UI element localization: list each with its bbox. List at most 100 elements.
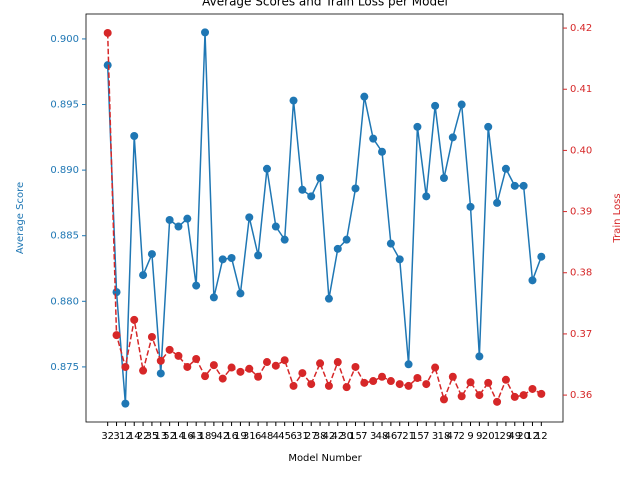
data-point bbox=[475, 391, 484, 400]
data-point bbox=[183, 214, 192, 223]
data-point bbox=[413, 373, 422, 382]
data-point bbox=[342, 235, 351, 244]
y-tick-label: 0.900 bbox=[50, 34, 79, 45]
x-tick-label: 43 bbox=[190, 431, 203, 442]
x-tick-label: 18 bbox=[199, 431, 212, 442]
x-tick-label: 14 bbox=[128, 431, 141, 442]
data-point bbox=[386, 377, 395, 386]
data-point bbox=[413, 122, 422, 131]
x-tick-label: 14 bbox=[172, 431, 185, 442]
data-point bbox=[466, 202, 475, 211]
data-point bbox=[333, 358, 342, 367]
data-point bbox=[351, 362, 360, 371]
data-point bbox=[431, 101, 440, 110]
data-point bbox=[156, 356, 165, 365]
data-point bbox=[218, 255, 227, 264]
x-tick-label: 15 bbox=[349, 431, 362, 442]
x-tick-label: 13 bbox=[154, 431, 167, 442]
data-point bbox=[280, 356, 289, 365]
data-point bbox=[262, 164, 271, 173]
data-point bbox=[395, 255, 404, 264]
data-point bbox=[121, 362, 130, 371]
data-point bbox=[227, 363, 236, 372]
y2-tick-label: 0.40 bbox=[570, 145, 592, 156]
data-point bbox=[484, 122, 493, 131]
data-point bbox=[351, 184, 360, 193]
y-tick-label: 0.875 bbox=[50, 362, 79, 373]
series-line bbox=[106, 32, 542, 404]
data-point bbox=[227, 254, 236, 263]
data-point bbox=[386, 239, 395, 248]
data-point bbox=[192, 354, 201, 363]
data-point bbox=[333, 244, 342, 253]
data-point bbox=[316, 173, 325, 182]
data-point bbox=[369, 377, 378, 386]
data-point bbox=[289, 96, 298, 105]
data-point bbox=[236, 367, 245, 376]
data-point bbox=[307, 380, 316, 389]
x-tick-label: 12 bbox=[119, 431, 132, 442]
data-point bbox=[280, 235, 289, 244]
x-tick-label: 3 bbox=[432, 431, 438, 442]
data-point bbox=[201, 28, 210, 37]
data-point bbox=[484, 378, 493, 387]
data-point bbox=[422, 380, 431, 389]
x-tick-label: 48 bbox=[376, 431, 389, 442]
x-tick-label: 32 bbox=[101, 431, 114, 442]
data-point bbox=[466, 378, 475, 387]
data-point bbox=[360, 378, 369, 387]
x-tick-label: 4 bbox=[273, 431, 279, 442]
data-point bbox=[493, 397, 502, 406]
x-axis-label: Model Number bbox=[288, 453, 362, 464]
data-point bbox=[174, 351, 183, 360]
data-point bbox=[510, 181, 519, 190]
x-tick-label: 45 bbox=[278, 431, 291, 442]
data-point bbox=[112, 288, 121, 297]
x-tick-label: 18 bbox=[438, 431, 451, 442]
data-point bbox=[378, 147, 387, 156]
data-point bbox=[501, 375, 510, 384]
data-point bbox=[165, 215, 174, 224]
data-point bbox=[174, 222, 183, 231]
data-point bbox=[395, 380, 404, 389]
y-tick-label: 0.880 bbox=[50, 296, 79, 307]
y2-tick-label: 0.37 bbox=[570, 329, 592, 340]
data-point bbox=[103, 28, 112, 37]
x-tick-label: 6 bbox=[290, 431, 296, 442]
data-point bbox=[316, 359, 325, 368]
data-point bbox=[448, 133, 457, 142]
x-tick-label: 7 bbox=[423, 431, 429, 442]
x-tick-label: 20 bbox=[482, 431, 495, 442]
y2-axis-label: Train Loss bbox=[612, 193, 623, 243]
x-tick-label: 9 bbox=[211, 431, 217, 442]
data-point bbox=[192, 281, 201, 290]
data-point bbox=[404, 360, 413, 369]
data-point bbox=[360, 92, 369, 101]
data-point bbox=[271, 222, 280, 231]
y2-tick-label: 0.39 bbox=[570, 207, 592, 218]
y-tick-label: 0.895 bbox=[50, 100, 79, 111]
data-point bbox=[183, 362, 192, 371]
x-tick-label: 6 bbox=[255, 431, 261, 442]
data-point bbox=[324, 381, 333, 390]
data-point bbox=[209, 293, 218, 302]
x-tick-label: 7 bbox=[361, 431, 367, 442]
data-point bbox=[510, 392, 519, 401]
x-tick-label: 42 bbox=[323, 431, 336, 442]
data-point bbox=[493, 198, 502, 207]
x-tick-label: 2 bbox=[458, 431, 464, 442]
x-tick-label: 7 bbox=[397, 431, 403, 442]
data-point bbox=[439, 173, 448, 182]
x-tick-label: 9 bbox=[467, 431, 473, 442]
x-tick-label: 38 bbox=[314, 431, 327, 442]
data-point bbox=[254, 372, 263, 381]
x-tick-label: 21 bbox=[402, 431, 415, 442]
data-point bbox=[139, 366, 148, 375]
data-point bbox=[147, 332, 156, 341]
data-point bbox=[519, 181, 528, 190]
data-point bbox=[307, 192, 316, 201]
data-point bbox=[448, 372, 457, 381]
data-point bbox=[528, 276, 537, 285]
data-point bbox=[130, 315, 139, 324]
x-tick-label: 31 bbox=[243, 431, 256, 442]
